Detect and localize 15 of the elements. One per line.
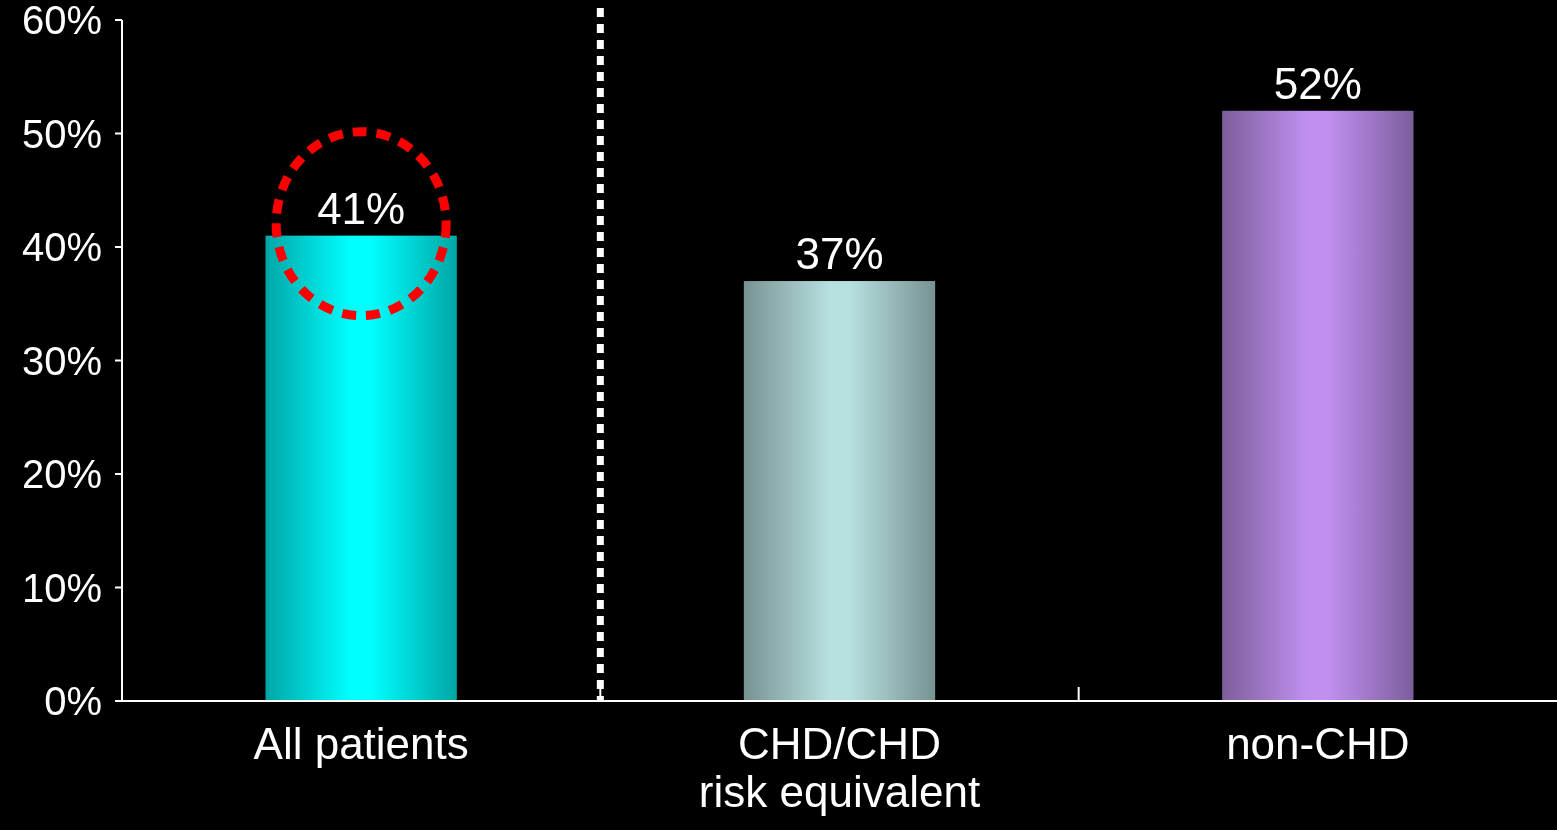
y-tick-label: 10% bbox=[21, 565, 102, 610]
y-tick-label: 0% bbox=[44, 679, 102, 723]
data-label: 37% bbox=[795, 229, 884, 279]
data-label: 52% bbox=[1273, 58, 1362, 108]
x-tick-label: CHD/CHD risk equivalent bbox=[698, 719, 981, 816]
y-tick-label: 40% bbox=[21, 225, 102, 269]
bar bbox=[743, 281, 936, 701]
x-tick-label: All patients bbox=[253, 719, 469, 768]
x-tick-label: non-CHD bbox=[1226, 719, 1410, 768]
y-tick-label: 50% bbox=[21, 111, 102, 156]
bar bbox=[1222, 110, 1414, 701]
data-label: 41% bbox=[317, 183, 406, 233]
y-tick-label: 30% bbox=[21, 338, 102, 383]
y-tick-label: 20% bbox=[21, 452, 102, 496]
y-tick-label: 60% bbox=[21, 0, 102, 42]
